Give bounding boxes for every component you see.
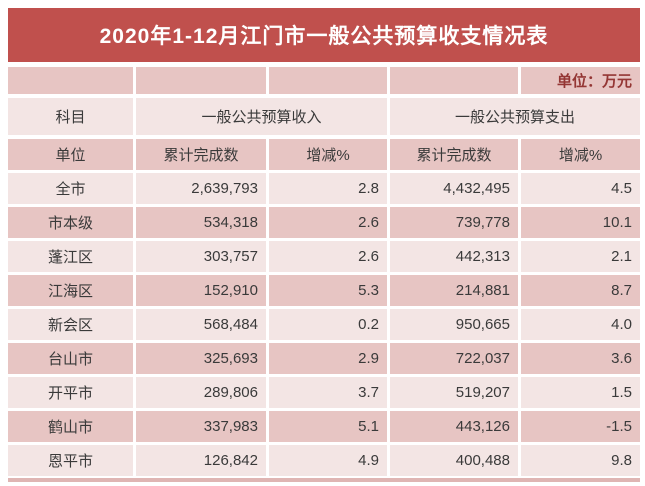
income-cell: 289,806	[136, 377, 266, 408]
expense-change-cell: 9.8	[521, 445, 640, 476]
table-row-kaiping: 开平市 289,806 3.7 519,207 1.5	[8, 377, 640, 408]
unit-note: 单位：万元	[521, 67, 640, 94]
expense-change-cell: 4.0	[521, 309, 640, 340]
expense-change-cell: 2.1	[521, 241, 640, 272]
expense-cell: 443,126	[390, 411, 518, 442]
income-cell: 534,318	[136, 207, 266, 238]
expense-change-cell: 1.5	[521, 377, 640, 408]
table-row-shibenji: 市本级 534,318 2.6 739,778 10.1	[8, 207, 640, 238]
expense-cell: 950,665	[390, 309, 518, 340]
table-row-xinhui: 新会区 568,484 0.2 950,665 4.0	[8, 309, 640, 340]
income-change-cell: 2.9	[269, 343, 387, 374]
expense-change-cell: 4.5	[521, 173, 640, 204]
region-name-cell: 江海区	[8, 275, 133, 306]
empty-cell	[390, 67, 518, 94]
header-expense-cumulative: 累计完成数	[390, 139, 518, 170]
income-cell: 152,910	[136, 275, 266, 306]
income-change-cell: 2.6	[269, 241, 387, 272]
income-cell: 126,842	[136, 445, 266, 476]
income-cell: 325,693	[136, 343, 266, 374]
region-name-cell: 鹤山市	[8, 411, 133, 442]
table-row-enping: 恩平市 126,842 4.9 400,488 9.8	[8, 445, 640, 476]
table-bottom-border	[8, 478, 640, 482]
table-row-pengjiang: 蓬江区 303,757 2.6 442,313 2.1	[8, 241, 640, 272]
header-group-expense: 一般公共预算支出	[390, 98, 640, 135]
income-cell: 337,983	[136, 411, 266, 442]
expense-cell: 214,881	[390, 275, 518, 306]
income-cell: 303,757	[136, 241, 266, 272]
header-unit: 单位	[8, 139, 133, 170]
table-row-jianghai: 江海区 152,910 5.3 214,881 8.7	[8, 275, 640, 306]
table-title: 2020年1-12月江门市一般公共预算收支情况表	[8, 8, 640, 62]
empty-cell	[136, 67, 266, 94]
expense-change-cell: 10.1	[521, 207, 640, 238]
expense-cell: 442,313	[390, 241, 518, 272]
region-name-cell: 蓬江区	[8, 241, 133, 272]
region-name-cell: 台山市	[8, 343, 133, 374]
region-name-cell: 开平市	[8, 377, 133, 408]
expense-cell: 739,778	[390, 207, 518, 238]
income-change-cell: 3.7	[269, 377, 387, 408]
header-expense-change: 增减%	[521, 139, 640, 170]
header-income-cumulative: 累计完成数	[136, 139, 266, 170]
expense-change-cell: 8.7	[521, 275, 640, 306]
income-change-cell: 0.2	[269, 309, 387, 340]
empty-cell	[269, 67, 387, 94]
income-change-cell: 5.3	[269, 275, 387, 306]
income-cell: 568,484	[136, 309, 266, 340]
empty-cell	[8, 67, 133, 94]
table-row-heshan: 鹤山市 337,983 5.1 443,126 -1.5	[8, 411, 640, 442]
region-name-cell: 市本级	[8, 207, 133, 238]
income-change-cell: 5.1	[269, 411, 387, 442]
budget-table: 2020年1-12月江门市一般公共预算收支情况表 单位：万元 科目 一般公共预算…	[8, 8, 640, 482]
income-change-cell: 2.8	[269, 173, 387, 204]
income-change-cell: 2.6	[269, 207, 387, 238]
region-name-cell: 全市	[8, 173, 133, 204]
expense-change-cell: -1.5	[521, 411, 640, 442]
region-name-cell: 恩平市	[8, 445, 133, 476]
unit-note-row: 单位：万元	[8, 67, 640, 94]
header-group-income: 一般公共预算收入	[136, 98, 387, 135]
header-columns-row: 单位 累计完成数 增减% 累计完成数 增减%	[8, 139, 640, 170]
income-change-cell: 4.9	[269, 445, 387, 476]
region-name-cell: 新会区	[8, 309, 133, 340]
header-subject: 科目	[8, 98, 133, 135]
header-income-change: 增减%	[269, 139, 387, 170]
expense-cell: 722,037	[390, 343, 518, 374]
header-group-row: 科目 一般公共预算收入 一般公共预算支出	[8, 98, 640, 135]
expense-cell: 4,432,495	[390, 173, 518, 204]
expense-cell: 519,207	[390, 377, 518, 408]
table-row-taishan: 台山市 325,693 2.9 722,037 3.6	[8, 343, 640, 374]
expense-cell: 400,488	[390, 445, 518, 476]
expense-change-cell: 3.6	[521, 343, 640, 374]
income-cell: 2,639,793	[136, 173, 266, 204]
table-row-quanshi: 全市 2,639,793 2.8 4,432,495 4.5	[8, 173, 640, 204]
